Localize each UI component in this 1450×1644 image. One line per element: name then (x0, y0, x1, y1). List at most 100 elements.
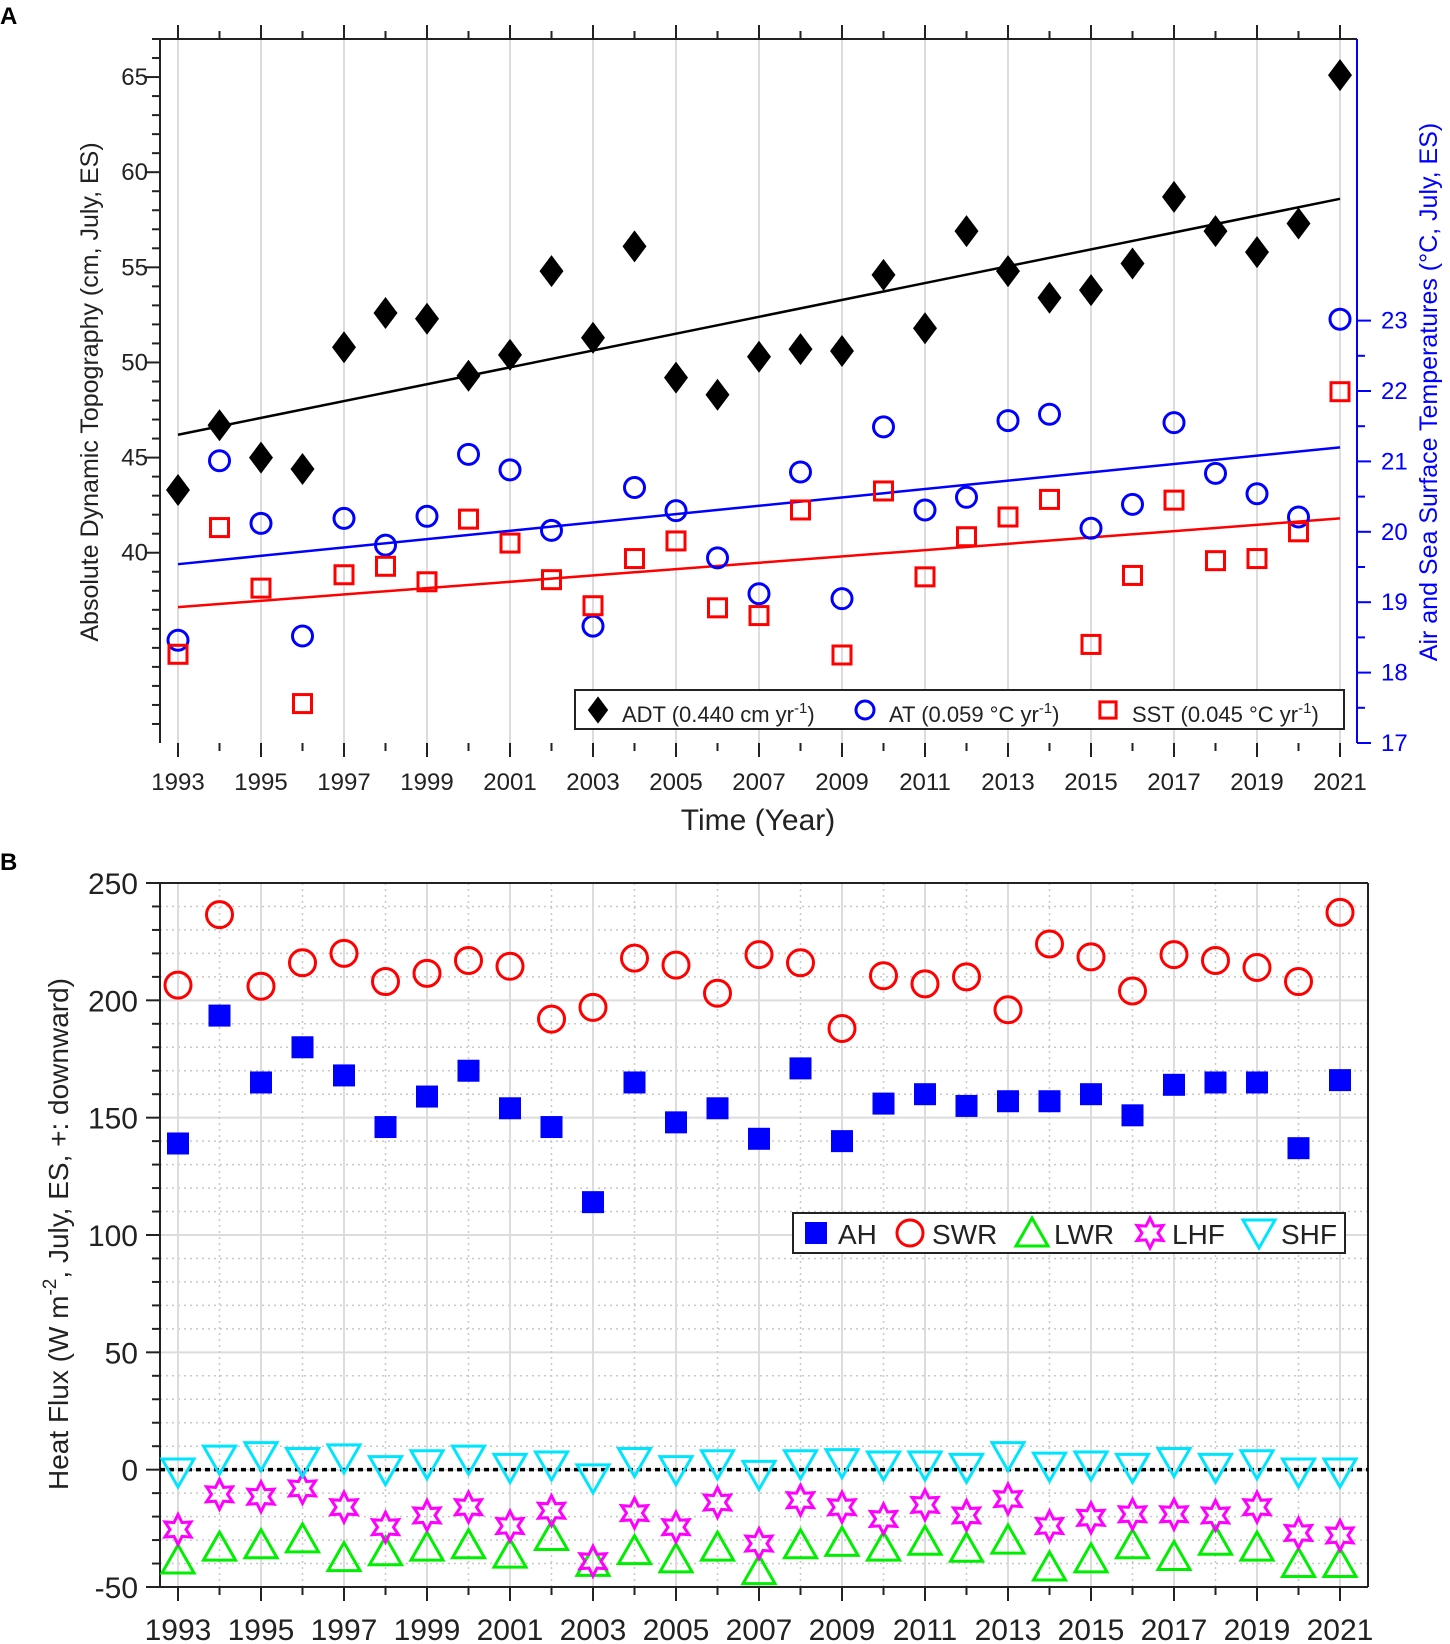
at-point (1121, 492, 1144, 516)
shf-point (200, 1444, 239, 1478)
legend-text: ) (1311, 702, 1318, 727)
adt-point (622, 230, 647, 263)
x-tick-label: 2019 (1224, 1614, 1291, 1644)
swr-point (952, 962, 981, 992)
lhf-point (411, 1497, 443, 1534)
swr-point (205, 900, 234, 930)
panel-a-y-axis-label: Absolute Dynamic Topography (cm, July, E… (76, 142, 104, 641)
ah-point (1038, 1090, 1061, 1113)
panel-a: A 1993 1995 1997 1999 2001 2003 2005 2007 2009 20… (0, 3, 1443, 837)
x-tick-label: 2015 (1064, 769, 1117, 796)
swr-point (1159, 940, 1189, 970)
legend-text: SST (0.045 °C yr (1132, 702, 1298, 727)
x-tick-label: 2019 (1230, 769, 1283, 796)
x-tick-label: 2005 (643, 1614, 710, 1644)
legend-at-marker (854, 699, 876, 721)
lhf-point (452, 1488, 485, 1526)
y-tick-label: 150 (88, 1103, 138, 1136)
lhf-point (867, 1500, 900, 1538)
shf-point (823, 1448, 861, 1481)
sst-point (582, 595, 604, 617)
adt-point (1120, 247, 1145, 280)
x-tick-label: 1999 (400, 769, 453, 796)
at-point (166, 628, 190, 652)
legend-sup: -1 (794, 700, 807, 717)
adt-point (166, 473, 190, 506)
x-tick-label: 2021 (1313, 769, 1366, 796)
lhf-point (1158, 1495, 1190, 1533)
sst-point (1163, 489, 1185, 511)
at-point (1038, 402, 1061, 426)
legend-text: ) (1052, 702, 1059, 727)
shf-point (1113, 1452, 1152, 1486)
shf-point (906, 1450, 944, 1483)
swr-point (620, 943, 649, 973)
x-tick-label: 1999 (394, 1614, 461, 1644)
lhf-point (992, 1480, 1024, 1518)
adt-point (1203, 215, 1228, 248)
sst-point (375, 555, 396, 577)
legend-text: ) (807, 702, 814, 727)
lwr-point (1321, 1545, 1359, 1579)
lwr-point (1196, 1523, 1235, 1556)
at-point (955, 485, 978, 509)
ah-point (250, 1071, 272, 1094)
at-point (996, 409, 1020, 433)
lwr-point (200, 1529, 239, 1562)
ah-point (208, 1004, 231, 1027)
x-tick-label: 1997 (311, 1614, 378, 1644)
swr-point (495, 951, 525, 981)
lwr-point (740, 1552, 778, 1586)
lhf-point (826, 1488, 858, 1526)
at-point (664, 499, 688, 523)
x-tick-label: 1993 (145, 1614, 212, 1644)
ah-point (748, 1127, 770, 1150)
y-tick-label: 50 (105, 1337, 138, 1370)
ah-point (1329, 1069, 1351, 1092)
ah-point (1163, 1073, 1185, 1096)
panel-a-label: A (0, 3, 17, 30)
swr-point (578, 992, 608, 1022)
x-tick-label: 1995 (228, 1614, 295, 1644)
lwr-point (1072, 1540, 1110, 1574)
at-point (208, 449, 231, 473)
sst-point (499, 532, 521, 554)
shf-point (532, 1450, 571, 1483)
lwr-point (1030, 1549, 1069, 1582)
at-point (913, 498, 937, 522)
right-y-tick-label: 22 (1381, 378, 1408, 405)
sst-point (416, 571, 438, 593)
lwr-point (491, 1536, 529, 1569)
sst-point (167, 643, 189, 665)
adt-point (290, 453, 315, 486)
x-tick-label: 2005 (649, 769, 702, 796)
swr-point (246, 971, 276, 1001)
swr-point (786, 948, 815, 978)
legend-sup: -1 (1039, 700, 1052, 717)
swr-point (329, 938, 359, 968)
sst-trend-line (177, 517, 1341, 609)
swr-point (371, 967, 400, 997)
ah-point (706, 1097, 729, 1120)
ah-point (1080, 1083, 1102, 1106)
legend-lhf-marker (1134, 1214, 1166, 1252)
y-tick-label: 40 (121, 540, 148, 567)
adt-point (954, 215, 979, 248)
swr-point (288, 948, 317, 978)
lhf-point (784, 1481, 817, 1519)
lwr-point (408, 1529, 446, 1562)
y-label-pre: Heat Flux (W m (43, 1296, 74, 1490)
legend-swr-marker (895, 1218, 925, 1248)
sst-point (250, 577, 272, 599)
ah-point (333, 1064, 355, 1087)
ah-point (416, 1085, 438, 1108)
sst-point (707, 597, 728, 619)
lwr-point (1238, 1529, 1276, 1562)
swr-point (1035, 929, 1064, 959)
shf-point (1196, 1452, 1235, 1486)
adt-point (788, 333, 813, 366)
sst-point (1039, 488, 1060, 510)
at-point (332, 506, 356, 530)
adt-point (456, 359, 481, 392)
